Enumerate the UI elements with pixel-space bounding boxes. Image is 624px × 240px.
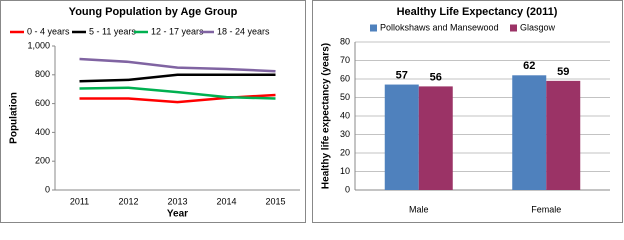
x-tick-label: 2014 xyxy=(216,196,236,206)
bar xyxy=(384,84,419,190)
bar xyxy=(546,80,581,190)
y-tick-label: 800 xyxy=(35,69,50,79)
y-tick-label: 10 xyxy=(340,166,350,176)
y-tick-label: 70 xyxy=(340,55,350,65)
x-tick-label: 2013 xyxy=(167,196,187,206)
y-tick-label: 1,000 xyxy=(27,40,50,50)
legend-swatch xyxy=(510,24,517,32)
legend-label: Pollokshaws and Mansewood xyxy=(380,22,499,32)
y-tick-label: 50 xyxy=(340,92,350,102)
y-tick-label: 0 xyxy=(345,184,350,194)
bar xyxy=(512,75,547,190)
bar xyxy=(418,86,453,190)
legend-label: 5 - 11 years xyxy=(89,26,136,36)
dashboard: Young Population by Age Group Population Y… xyxy=(0,0,623,223)
chart-title: Young Population by Age Group xyxy=(69,6,238,18)
x-axis-label: Year xyxy=(167,209,188,220)
y-axis-label: Population xyxy=(9,92,20,144)
data-label: 57 xyxy=(396,69,408,81)
legend-label: 12 - 17 years xyxy=(151,26,204,36)
y-tick-label: 0 xyxy=(45,184,50,194)
y-tick-label: 30 xyxy=(340,129,350,139)
x-tick-label: 2012 xyxy=(118,196,138,206)
chart-title: Healthy Life Expectancy (2011) xyxy=(397,6,558,18)
legend-label: 0 - 4 years xyxy=(27,26,70,36)
line-series xyxy=(79,57,276,73)
y-tick-label: 80 xyxy=(340,36,350,46)
line-series xyxy=(79,86,276,100)
data-label: 59 xyxy=(557,66,569,78)
y-tick-label: 20 xyxy=(340,147,350,157)
x-tick-label: Female xyxy=(531,204,561,214)
x-tick-label: 2015 xyxy=(265,196,285,206)
panel xyxy=(0,0,306,223)
line-series xyxy=(79,73,276,83)
y-tick-label: 40 xyxy=(340,110,350,120)
data-label: 56 xyxy=(430,71,442,83)
legend-label: 18 - 24 years xyxy=(217,26,270,36)
y-tick-label: 60 xyxy=(340,73,350,83)
legend-swatch xyxy=(370,24,377,32)
y-tick-label: 400 xyxy=(35,127,50,137)
y-tick-label: 200 xyxy=(35,156,50,166)
x-tick-label: 2011 xyxy=(70,196,89,206)
legend-label: Glasgow xyxy=(520,22,556,32)
y-axis-label: Healthy life expectancy (years) xyxy=(321,43,332,189)
y-tick-label: 600 xyxy=(35,98,50,108)
data-label: 62 xyxy=(523,60,535,72)
x-tick-label: Male xyxy=(409,204,429,214)
